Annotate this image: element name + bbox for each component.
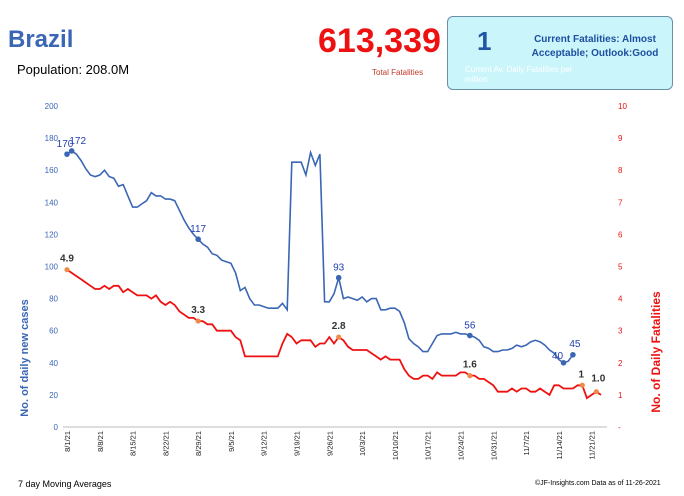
y-tick-right: 1 [618, 391, 623, 400]
cases-point [335, 274, 342, 281]
fatalities-point [64, 267, 70, 273]
footer-note: 7 day Moving Averages [18, 479, 112, 489]
y-axis-label-left: No. of daily new cases [19, 299, 31, 416]
cases-point [64, 151, 70, 157]
x-tick-label: 9/12/21 [260, 431, 269, 456]
x-tick-label: 10/3/21 [358, 431, 367, 456]
x-tick-label: 11/21/21 [588, 431, 597, 460]
fatalities-point [579, 382, 585, 388]
cases-data-label: 40 [552, 351, 564, 362]
status-box [447, 16, 673, 90]
x-tick-label: 11/7/21 [522, 431, 531, 455]
fatalities-point [467, 373, 473, 379]
fatalities-data-label: 1.6 [463, 360, 477, 371]
y-tick-left: 180 [45, 134, 59, 143]
y-tick-left: 120 [45, 230, 59, 239]
fatalities-data-label: 1.0 [591, 374, 605, 385]
x-tick-label: 9/26/21 [325, 431, 334, 456]
total-fatalities-label: Total Fatalities [372, 68, 424, 77]
y-tick-left: 40 [49, 359, 58, 368]
cases-data-label: 45 [569, 339, 581, 350]
y-tick-right: 6 [618, 230, 623, 239]
fatalities-data-label: 4.9 [60, 254, 74, 265]
x-tick-label: 8/8/21 [96, 431, 105, 452]
cases-data-label: 56 [464, 321, 476, 332]
fatalities-point [593, 389, 599, 395]
fatalities-point [336, 334, 342, 340]
y-tick-left: 0 [54, 423, 59, 432]
cases-line [66, 149, 574, 364]
cases-point [68, 148, 75, 154]
fatalities-point [195, 318, 201, 324]
x-tick-label: 10/24/21 [456, 431, 465, 460]
fatalities-line [66, 268, 602, 400]
y-tick-right: 2 [618, 359, 623, 368]
y-tick-left: 200 [45, 102, 59, 111]
y-tick-right: 3 [618, 327, 623, 336]
y-tick-right: 4 [618, 295, 623, 304]
fatalities-data-label: 3.3 [191, 305, 205, 316]
y-tick-left: 20 [49, 391, 58, 400]
country-title: Brazil [8, 26, 74, 53]
cases-point [467, 332, 473, 339]
cases-data-label: 93 [333, 263, 345, 274]
fatalities-data-label: 2.8 [332, 321, 346, 332]
y-tick-left: 80 [49, 295, 58, 304]
y-tick-right: 9 [618, 134, 623, 143]
x-tick-label: 9/19/21 [293, 431, 302, 456]
fatalities-data-label: 1 [578, 369, 584, 380]
y-tick-left: 140 [45, 198, 59, 207]
y-tick-right: 8 [618, 166, 623, 175]
status-title: Current Fatalities: Almost Acceptable; O… [531, 34, 659, 59]
x-tick-label: 8/29/21 [194, 431, 203, 456]
x-tick-label: 10/31/21 [489, 431, 498, 460]
y-tick-right: 10 [618, 102, 627, 111]
cases-point [195, 236, 201, 243]
total-fatalities-value: 613,339 [318, 22, 441, 60]
status-value: 1 [477, 26, 492, 56]
cases-data-label: 170 [57, 139, 74, 150]
population-label: Population: 208.0M [17, 62, 130, 77]
x-tick-label: 8/22/21 [161, 431, 170, 456]
cases-data-label: 172 [69, 136, 86, 147]
footer-credit: ©JF-Insights.com Data as of 11-26-2021 [535, 480, 661, 487]
x-tick-label: 10/17/21 [424, 431, 433, 460]
x-tick-label: 8/1/21 [63, 431, 72, 452]
y-tick-left: 60 [49, 327, 58, 336]
y-axis-label-right: No. of Daily Fatalities [649, 291, 663, 413]
y-tick-left: 160 [45, 166, 59, 175]
x-tick-label: 9/5/21 [227, 431, 236, 452]
cases-point [570, 351, 576, 358]
status-subtitle: Current Av. Daily Fatalities per million [465, 65, 573, 84]
cases-point [560, 360, 567, 366]
y-tick-right: 5 [618, 263, 623, 272]
x-tick-label: 8/15/21 [129, 431, 138, 456]
y-tick-right: 7 [618, 198, 623, 207]
cases-data-label: 117 [190, 224, 206, 235]
x-tick-label: 11/14/21 [555, 431, 564, 460]
y-tick-left: 100 [45, 263, 59, 272]
x-tick-label: 10/10/21 [391, 431, 400, 460]
y-tick-right: - [618, 423, 621, 432]
